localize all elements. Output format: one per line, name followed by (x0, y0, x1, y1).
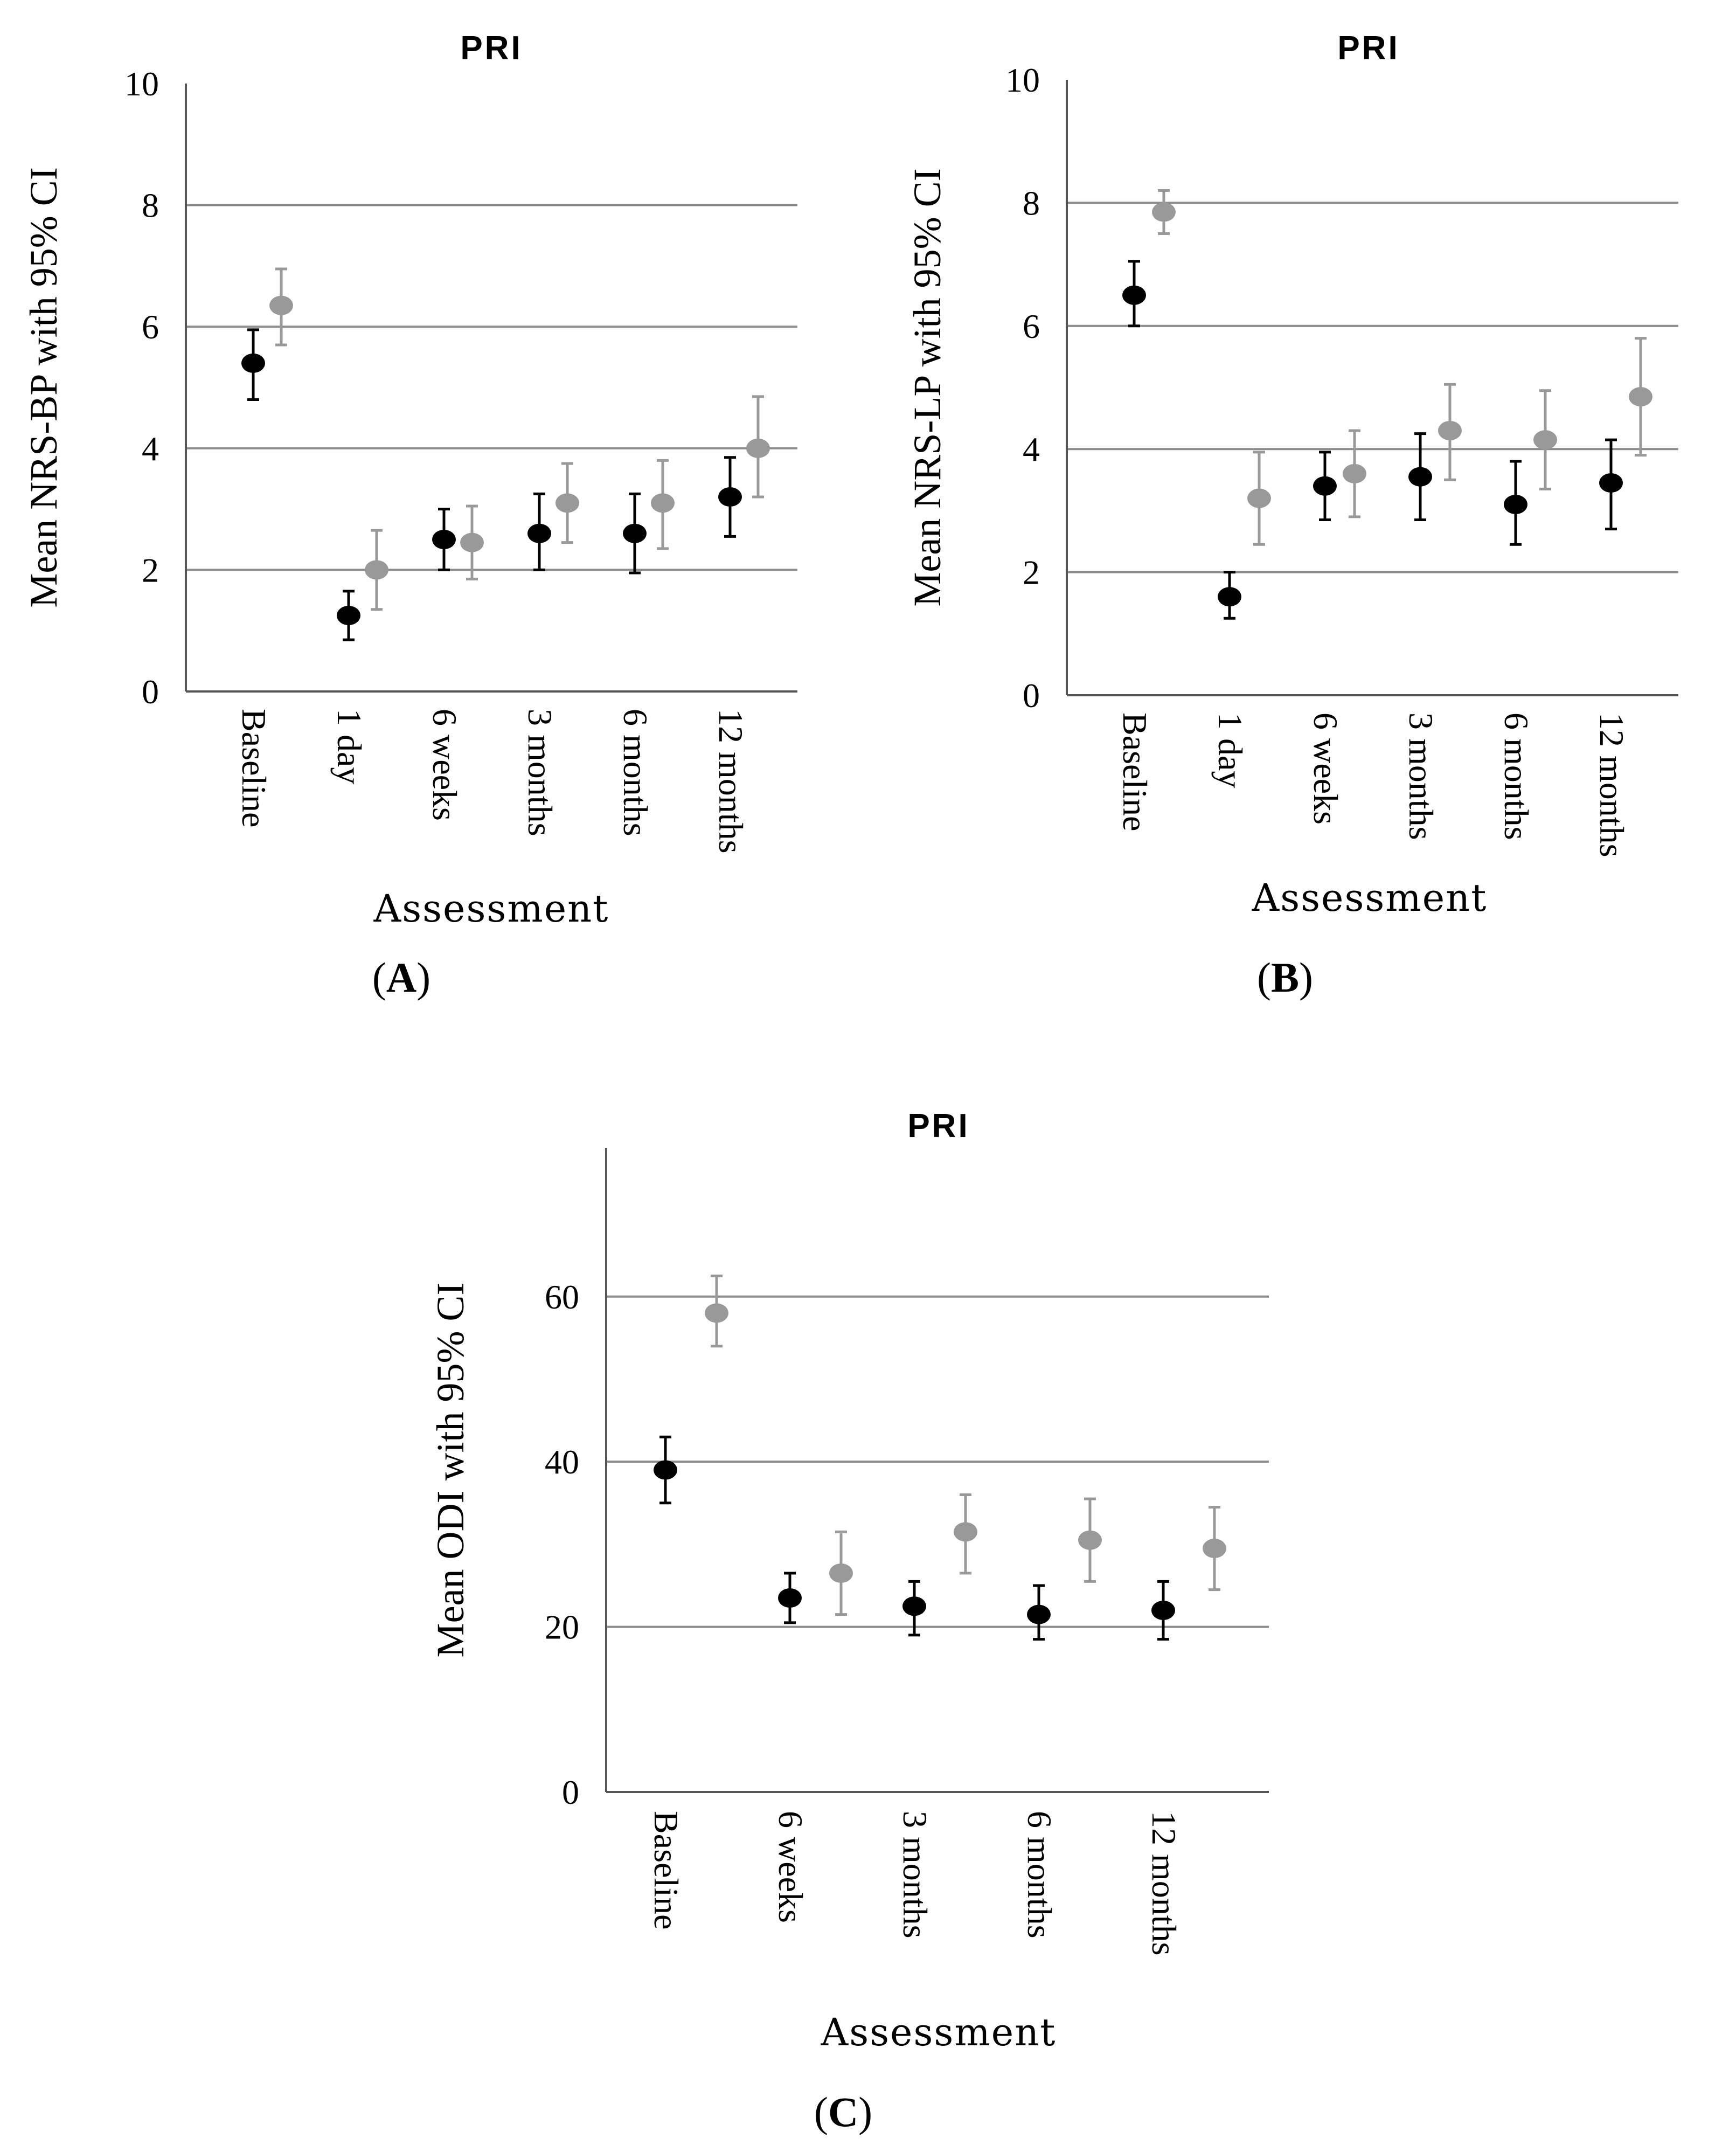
data-point (1027, 1604, 1051, 1624)
x-tick-label: 12 months (1593, 712, 1631, 857)
data-point (432, 530, 456, 549)
data-point (1629, 387, 1652, 407)
series-black (1122, 260, 1623, 620)
x-tick-label: 12 months (1145, 1811, 1183, 1955)
data-point (1203, 1539, 1226, 1559)
data-point (1152, 202, 1176, 222)
data-point (778, 1588, 802, 1608)
panel-label: (C) (814, 2088, 872, 2135)
x-tick-label: 1 day (1211, 712, 1249, 788)
data-point (1122, 285, 1146, 305)
data-point (527, 523, 551, 543)
y-tick-label: 40 (545, 1443, 579, 1481)
y-tick-label: 2 (1023, 553, 1040, 592)
data-point (337, 606, 360, 625)
data-point (460, 532, 484, 552)
y-tick-label: 0 (142, 673, 159, 711)
y-axis-label: Mean NRS-LP with 95% CI (906, 168, 949, 606)
data-point (1408, 467, 1432, 487)
data-point (1247, 488, 1271, 508)
y-tick-label: 8 (1023, 184, 1040, 222)
y-tick-label: 10 (124, 65, 159, 103)
x-tick-label: 6 weeks (426, 709, 464, 821)
y-tick-label: 0 (562, 1773, 579, 1811)
data-point (746, 438, 770, 458)
data-point (902, 1596, 926, 1616)
data-point (1343, 463, 1366, 483)
panel-paren-open: ( (814, 2088, 828, 2135)
data-point (623, 523, 647, 543)
y-tick-label: 0 (1023, 676, 1040, 715)
x-axis-label: Assessment (1252, 876, 1488, 920)
x-axis-label: Assessment (821, 2010, 1057, 2054)
series-black (241, 328, 742, 641)
data-point (1438, 420, 1462, 440)
x-tick-label: Baseline (1116, 712, 1154, 831)
panel-letter: A (386, 954, 416, 1001)
chart-panel-b: 0 2 4 6 8 10 PRI Mean NRS-LP with 95% CI Assessm… (906, 30, 1678, 1001)
y-tick-label: 20 (545, 1608, 579, 1646)
panel-paren-close: ) (1299, 954, 1313, 1001)
data-point (1313, 476, 1337, 496)
data-point (269, 295, 293, 315)
chart-title: PRI (1337, 30, 1399, 67)
chart-panel-a: 0 2 4 6 8 10 PRI Mean NRS-BP with 95% CI Assessm… (22, 30, 797, 1001)
series-gray (1152, 189, 1652, 546)
y-tick-label: 60 (545, 1278, 579, 1316)
series-gray (269, 267, 770, 611)
x-tick-label: 3 months (1402, 712, 1440, 840)
x-axis-label: Assessment (373, 887, 609, 931)
x-tick-label: Baseline (235, 709, 273, 827)
x-tick-label: 3 months (896, 1811, 934, 1938)
panel-letter: C (828, 2088, 858, 2135)
x-tick-label: 6 months (616, 709, 655, 836)
data-point (1599, 473, 1623, 493)
y-tick-label: 6 (142, 308, 159, 346)
data-point (1151, 1600, 1175, 1620)
panel-paren-open: ( (1257, 954, 1271, 1001)
x-tick-label: 12 months (712, 709, 750, 853)
x-tick-label: 6 weeks (1307, 712, 1345, 825)
data-point (651, 493, 675, 513)
x-tick-label: 6 weeks (772, 1811, 810, 1923)
x-tick-label: 3 months (521, 709, 559, 836)
panel-label: (B) (1257, 954, 1313, 1001)
chart-title: PRI (460, 30, 522, 67)
x-tick-label: 1 day (330, 709, 369, 784)
y-axis-label: Mean NRS-BP with 95% CI (22, 167, 65, 607)
data-point (829, 1563, 853, 1583)
panel-letter: B (1271, 954, 1299, 1001)
y-tick-label: 2 (142, 551, 159, 589)
series-gray (705, 1274, 1226, 1616)
y-tick-label: 4 (142, 430, 159, 468)
y-tick-label: 4 (1023, 430, 1040, 468)
data-point (555, 493, 579, 513)
panel-label: (A) (372, 954, 430, 1001)
y-axis-label: Mean ODI with 95% CI (429, 1283, 472, 1658)
data-point (705, 1303, 728, 1323)
y-tick-label: 8 (142, 186, 159, 225)
data-point (241, 353, 265, 373)
x-tick-label: Baseline (647, 1811, 685, 1929)
x-tick-label: 6 months (1020, 1811, 1059, 1938)
data-point (954, 1522, 977, 1542)
data-point (718, 487, 742, 507)
panel-paren-close: ) (858, 2088, 872, 2135)
y-tick-label: 10 (1005, 61, 1040, 99)
data-point (365, 560, 388, 580)
series-black (654, 1435, 1175, 1641)
y-tick-label: 6 (1023, 307, 1040, 345)
x-tick-label: 6 months (1497, 712, 1536, 840)
chart-panel-c: 0 20 40 60 PRI Mean ODI with 95% CI Assessment… (429, 1108, 1269, 2135)
data-point (1218, 587, 1241, 607)
panel-paren-open: ( (372, 954, 386, 1001)
data-point (654, 1460, 677, 1480)
chart-title: PRI (907, 1108, 969, 1145)
data-point (1078, 1530, 1102, 1550)
data-point (1533, 430, 1557, 450)
data-point (1504, 494, 1527, 514)
panel-paren-close: ) (416, 954, 430, 1001)
